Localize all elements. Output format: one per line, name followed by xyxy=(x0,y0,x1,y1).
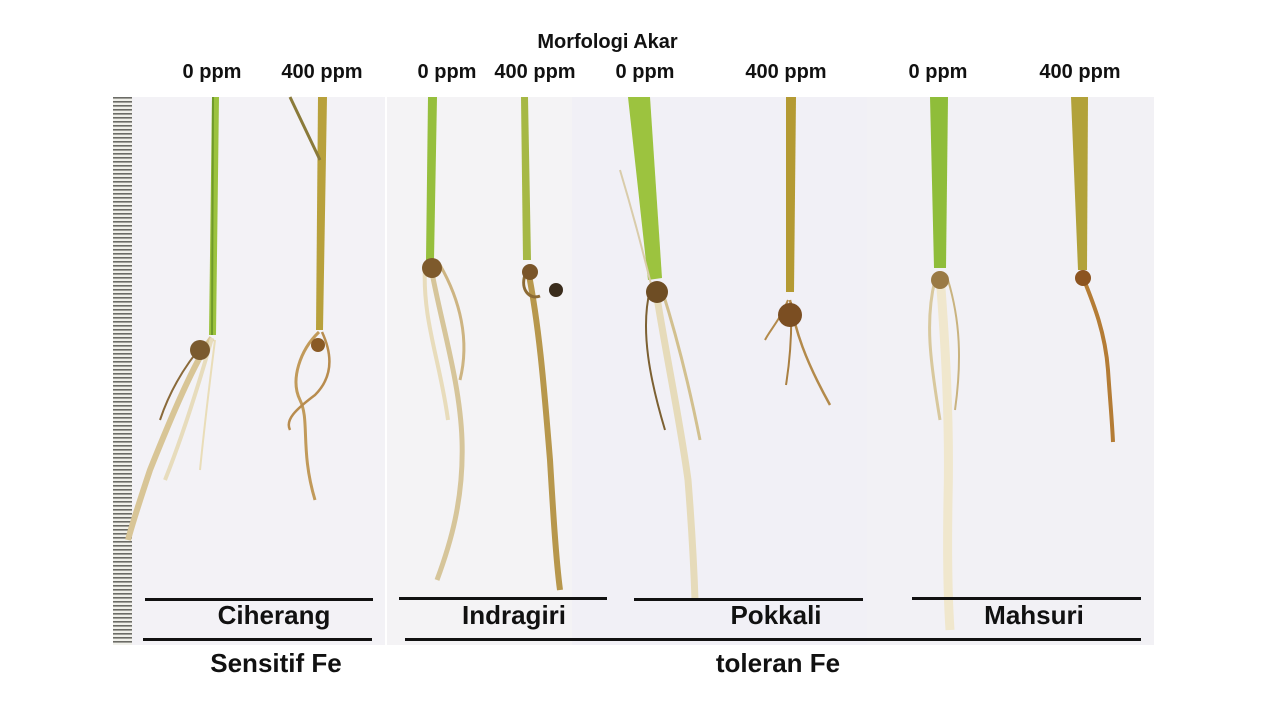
cultivar-label-mahsuri: Mahsuri xyxy=(984,600,1084,630)
treatment-label-indragiri-400: 400 ppm xyxy=(494,61,576,83)
rule-indragiri xyxy=(399,597,607,600)
plant-mahsuri-400ppm xyxy=(1071,97,1115,443)
plant-indragiri-400ppm xyxy=(521,97,563,591)
plant-ciherang-400ppm xyxy=(287,96,331,501)
plant-indragiri-0ppm xyxy=(422,97,466,581)
rule-tolerant-group xyxy=(405,638,1141,641)
group-label-sensitive: Sensitif Fe xyxy=(210,648,342,678)
plant-pokkali-400ppm xyxy=(764,97,832,406)
measuring-ruler xyxy=(113,97,132,645)
treatment-label-pokkali-400: 400 ppm xyxy=(745,61,827,83)
photo-panel-mahsuri xyxy=(867,97,1154,645)
rule-pokkali xyxy=(634,598,863,601)
treatment-label-indragiri-0: 0 ppm xyxy=(417,61,477,83)
treatment-label-pokkali-0: 0 ppm xyxy=(615,61,675,83)
treatment-label-mahsuri-400: 400 ppm xyxy=(1039,61,1121,83)
rule-ciherang xyxy=(145,598,373,601)
group-label-tolerant: toleran Fe xyxy=(715,648,841,678)
photo-panel-pokkali xyxy=(572,97,867,645)
plant-ciherang-0ppm xyxy=(125,96,219,541)
rule-sensitive-group xyxy=(143,638,372,641)
plant-pokkali-0ppm xyxy=(619,97,702,601)
rule-mahsuri xyxy=(912,597,1141,600)
cultivar-label-pokkali: Pokkali xyxy=(730,600,822,630)
cultivar-label-indragiri: Indragiri xyxy=(461,600,567,630)
figure-title: Morfologi Akar xyxy=(537,31,678,53)
photo-panel-ciherang xyxy=(113,97,385,645)
treatment-label-mahsuri-0: 0 ppm xyxy=(908,61,968,83)
plant-mahsuri-0ppm xyxy=(928,97,960,631)
treatment-label-ciherang-0: 0 ppm xyxy=(182,61,242,83)
treatment-label-ciherang-400: 400 ppm xyxy=(281,61,363,83)
cultivar-label-ciherang: Ciherang xyxy=(217,600,331,630)
